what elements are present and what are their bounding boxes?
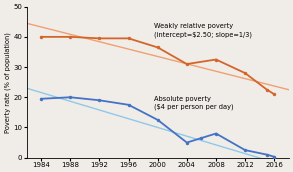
Y-axis label: Poverty rate (% of population): Poverty rate (% of population): [4, 32, 11, 133]
Text: Absolute poverty
($4 per person per day): Absolute poverty ($4 per person per day): [154, 96, 234, 110]
Text: Weakly relative poverty
(intercept=$2.50; slope=1/3): Weakly relative poverty (intercept=$2.50…: [154, 23, 252, 38]
